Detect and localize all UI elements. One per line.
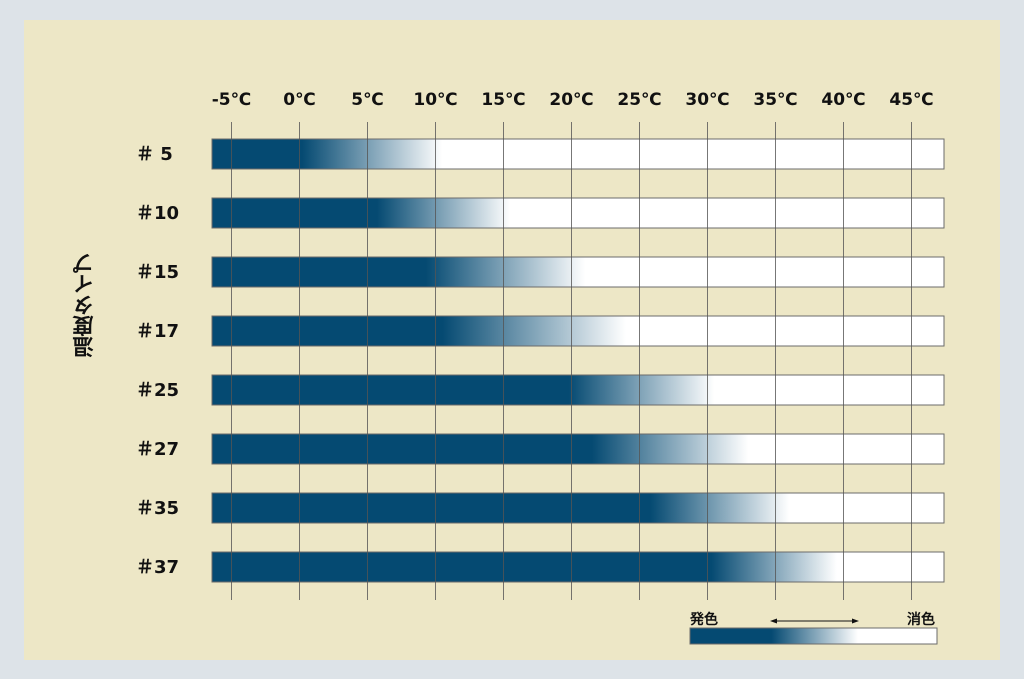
bars-layer <box>211 138 945 583</box>
legend: 発色 消色 <box>689 611 938 645</box>
bar-15 <box>211 256 945 288</box>
bar-27 <box>211 433 945 465</box>
x-tick-label: 40℃ <box>821 90 865 110</box>
bar-37 <box>211 551 945 583</box>
legend-gradient-bar <box>689 627 938 645</box>
row-label: ＃25 <box>136 380 179 401</box>
x-tick-label: 25℃ <box>617 90 661 110</box>
legend-left-label: 発色 <box>689 611 718 628</box>
row-label: ＃27 <box>136 439 179 460</box>
double-arrow-icon <box>770 618 859 624</box>
row-label: ＃15 <box>136 262 179 283</box>
x-tick-label: 35℃ <box>753 90 797 110</box>
row-label: ＃10 <box>136 203 179 224</box>
bar-10 <box>211 197 945 229</box>
x-tick-label: 5℃ <box>351 90 383 110</box>
x-tick-label: 15℃ <box>481 90 525 110</box>
x-tick-label: 30℃ <box>685 90 729 110</box>
x-tick-label: 0℃ <box>283 90 315 110</box>
bar-5 <box>211 138 945 170</box>
x-tick-labels: -5℃ 0℃ 5℃ 10℃ 15℃ 20℃ 25℃ 30℃ 35℃ 40℃ 45℃ <box>212 90 934 110</box>
x-tick-label: -5℃ <box>212 90 251 110</box>
legend-right-label: 消色 <box>907 611 935 628</box>
chart-panel: -5℃ 0℃ 5℃ 10℃ 15℃ 20℃ 25℃ 30℃ 35℃ 40℃ 45℃ ＃ 5 ＃10 ＃1… <box>24 20 1000 660</box>
grid-layer <box>231 122 912 600</box>
chart-svg: -5℃ 0℃ 5℃ 10℃ 15℃ 20℃ 25℃ 30℃ 35℃ 40℃ 45℃ ＃ 5 ＃10 ＃1… <box>72 90 945 645</box>
y-axis-label: 温度タイプ <box>72 253 96 358</box>
row-labels: ＃ 5 ＃10 ＃15 ＃17 ＃25 ＃27 ＃35 ＃37 <box>136 144 179 578</box>
row-label: ＃35 <box>136 498 179 519</box>
x-tick-label: 20℃ <box>549 90 593 110</box>
bar-25 <box>211 374 945 406</box>
x-tick-label: 45℃ <box>889 90 933 110</box>
bar-17 <box>211 315 945 347</box>
x-tick-label: 10℃ <box>413 90 457 110</box>
bar-35 <box>211 492 945 524</box>
row-label: ＃37 <box>136 557 179 578</box>
row-label: ＃ 5 <box>136 144 173 165</box>
row-label: ＃17 <box>136 321 179 342</box>
